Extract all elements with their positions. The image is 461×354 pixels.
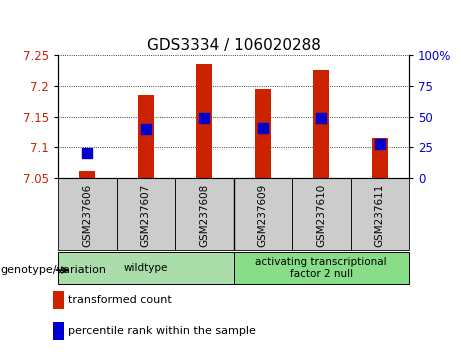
Text: GSM237610: GSM237610 [316,184,326,247]
Text: GSM237608: GSM237608 [199,184,209,247]
Bar [117,178,175,250]
Bar [58,178,117,250]
Bar [53,322,64,341]
Text: transformed count: transformed count [68,295,172,305]
Bar [254,89,271,178]
Point [318,115,325,121]
Text: activating transcriptional
factor 2 null: activating transcriptional factor 2 null [255,257,387,279]
Text: GSM237607: GSM237607 [141,184,151,247]
Bar [372,138,388,178]
Point [376,141,384,147]
Text: wildtype: wildtype [124,263,168,273]
Title: GDS3334 / 106020288: GDS3334 / 106020288 [147,38,320,53]
Bar [292,178,350,250]
Text: GSM237609: GSM237609 [258,184,268,247]
Bar [79,171,95,178]
Bar [234,178,292,250]
Point [201,115,208,121]
Text: GSM237611: GSM237611 [375,184,385,247]
Bar [53,291,64,309]
Bar [234,252,409,284]
Point [259,125,266,131]
Bar [350,178,409,250]
Point [83,150,91,156]
Text: GSM237606: GSM237606 [82,184,92,247]
Bar [58,252,234,284]
Text: genotype/variation: genotype/variation [0,265,106,275]
Bar [196,64,213,178]
Bar [175,178,234,250]
Bar [137,95,154,178]
Text: percentile rank within the sample: percentile rank within the sample [68,326,256,336]
Bar [313,70,330,178]
Point [142,126,149,132]
